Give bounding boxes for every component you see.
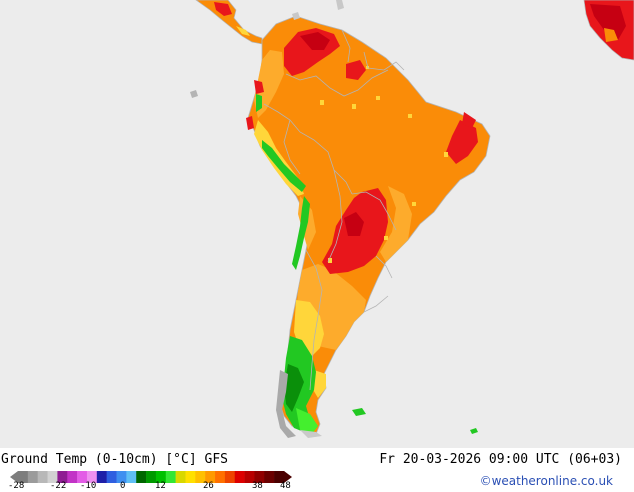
- scale-swatch: [254, 471, 265, 483]
- scale-tick: 12: [155, 481, 166, 491]
- lake-marker: [384, 236, 388, 240]
- scale-swatch: [106, 471, 117, 483]
- scale-swatch: [155, 471, 167, 483]
- forecast-datetime: Fr 20-03-2026 09:00 UTC (06+03): [379, 452, 622, 467]
- scale-swatch: [146, 471, 157, 483]
- scale-swatch: [27, 471, 38, 483]
- scale-swatch: [116, 471, 127, 483]
- green-andes-north: [256, 94, 262, 112]
- africa-orange: [604, 28, 618, 42]
- yellow-south-tip: [312, 370, 326, 398]
- temperature-map: [190, 0, 634, 438]
- scale-swatch: [215, 471, 226, 483]
- green-falklands: [352, 408, 366, 416]
- scale-swatch: [185, 471, 196, 483]
- central-america-red: [214, 2, 232, 16]
- lake-marker: [320, 100, 324, 105]
- scale-swatch: [77, 471, 88, 483]
- scale-swatch: [96, 471, 107, 483]
- dark-red-venezuela: [300, 32, 330, 50]
- bright-green-tip: [296, 408, 318, 434]
- scale-swatch: [165, 471, 176, 483]
- light-orange-east: [380, 186, 412, 262]
- red-guiana: [346, 60, 366, 80]
- lake-marker: [376, 96, 380, 100]
- scale-swatch: [274, 471, 285, 483]
- map-area: [0, 0, 634, 448]
- central-america-yellow: [236, 26, 250, 36]
- scale-swatch: [175, 471, 186, 483]
- scale-right-arrow: [284, 471, 292, 483]
- grey-chile-islands: [276, 370, 296, 438]
- scale-swatch: [195, 471, 206, 483]
- red-northeast-small: [462, 112, 476, 128]
- lake-marker: [352, 104, 356, 109]
- scale-tick: 0: [120, 481, 126, 491]
- scale-swatch: [86, 471, 98, 483]
- lake-marker: [408, 114, 412, 118]
- scale-swatch: [224, 471, 236, 483]
- grey-islands-tip: [300, 430, 322, 438]
- scale-tick: 38: [252, 481, 263, 491]
- lake-marker: [444, 152, 448, 157]
- scale-left-arrow: [10, 471, 18, 483]
- scale-tick: -22: [50, 481, 67, 491]
- green-south-georgia: [470, 428, 478, 434]
- green-andes-chile: [292, 196, 310, 270]
- lake-marker: [412, 202, 416, 206]
- scale-swatch: [37, 471, 48, 483]
- island-speck: [292, 12, 300, 20]
- scale-tick: -10: [80, 481, 97, 491]
- island-speck: [336, 0, 344, 10]
- red-ecuador: [254, 80, 264, 94]
- island-speck: [190, 90, 198, 98]
- scale-swatch: [264, 471, 275, 483]
- green-andes-central: [262, 140, 306, 192]
- red-northeast-brazil: [446, 120, 478, 164]
- scale-swatch: [234, 471, 245, 483]
- scale-swatch: [57, 471, 68, 483]
- scale-labels: -28 -22 -10 0 12 26 38 48: [0, 482, 310, 492]
- scale-tick: -28: [8, 481, 25, 491]
- scale-swatch: [126, 471, 137, 483]
- lake-marker: [328, 258, 332, 263]
- scale-swatch: [47, 471, 58, 483]
- scale-tick: 48: [280, 481, 291, 491]
- color-scale: [10, 471, 292, 483]
- dark-red-chaco: [344, 212, 364, 236]
- scale-swatch: [67, 471, 78, 483]
- credit-link[interactable]: ©weatheronline.co.uk: [479, 474, 613, 488]
- footer: Ground Temp (0-10cm) [°C] GFS Fr 20-03-2…: [0, 448, 634, 492]
- africa-dark-red: [590, 4, 626, 40]
- scale-swatch: [205, 471, 216, 483]
- country-borders: [263, 29, 405, 391]
- dark-green-patagonia: [284, 364, 304, 412]
- scale-tick: 26: [203, 481, 214, 491]
- scale-swatch: [244, 471, 255, 483]
- scale-swatch: [18, 471, 29, 483]
- scale-swatch: [136, 471, 147, 483]
- red-peru-coast: [246, 116, 254, 130]
- map-title: Ground Temp (0-10cm) [°C] GFS: [1, 452, 228, 467]
